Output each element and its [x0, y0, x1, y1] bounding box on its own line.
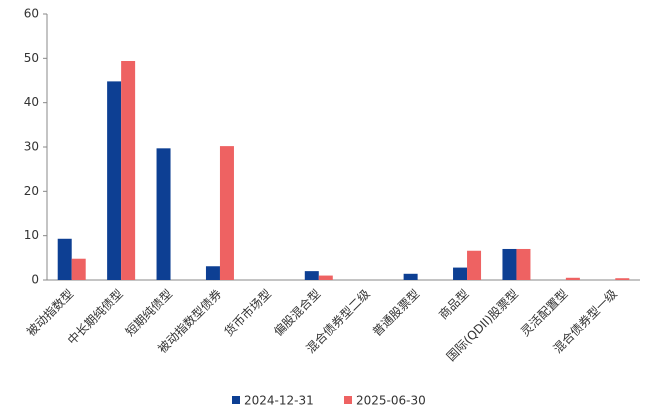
- bar: [304, 271, 319, 280]
- y-tick-label: 50: [24, 51, 39, 65]
- legend-swatch: [344, 396, 352, 404]
- bar: [107, 81, 122, 281]
- bar: [615, 278, 630, 280]
- bar: [156, 148, 171, 280]
- x-tick-label: 普通股票型: [370, 287, 422, 339]
- bar: [219, 146, 234, 280]
- bar: [205, 266, 220, 280]
- y-tick-label: 0: [31, 273, 39, 287]
- x-tick-label: 商品型: [436, 286, 472, 322]
- x-tick-label: 短期纯债型: [123, 287, 175, 339]
- bar: [318, 275, 333, 280]
- bar: [502, 248, 517, 280]
- x-tick-label: 货币市场型: [221, 286, 274, 339]
- bar: [453, 267, 468, 280]
- bar: [516, 248, 531, 280]
- y-tick-label: 30: [24, 140, 39, 154]
- bar: [71, 258, 86, 280]
- bar: [57, 238, 72, 280]
- y-tick-label: 10: [24, 228, 39, 242]
- bar: [121, 60, 136, 280]
- bar: [403, 273, 418, 280]
- x-tick-label: 灵活配置型: [518, 287, 570, 339]
- bar: [467, 250, 482, 280]
- legend-swatch: [232, 396, 240, 404]
- legend-label: 2025-06-30: [356, 394, 426, 408]
- legend-label: 2024-12-31: [244, 394, 314, 408]
- bar: [565, 277, 580, 280]
- x-tick-label: 偏股混合型: [270, 286, 323, 339]
- y-tick-label: 20: [24, 184, 39, 198]
- x-tick-label: 被动指数型: [23, 286, 76, 339]
- y-tick-label: 40: [24, 95, 39, 109]
- y-tick-label: 60: [24, 7, 39, 21]
